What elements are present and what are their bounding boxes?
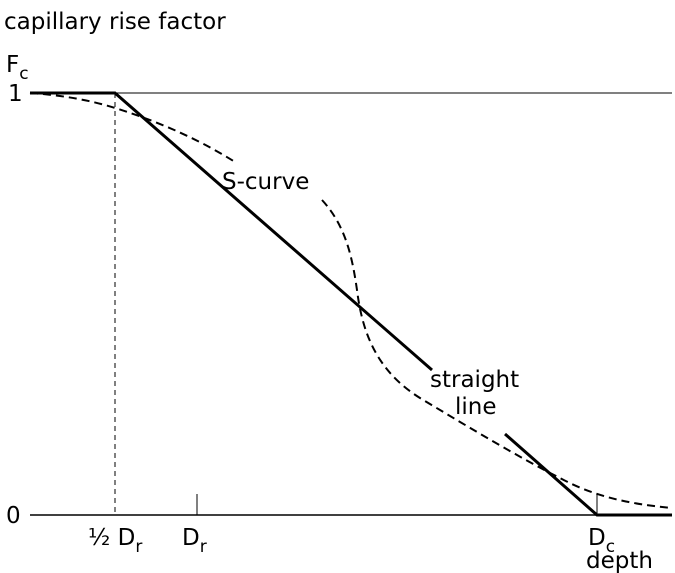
s-curve <box>29 92 673 509</box>
straight-line <box>30 91 672 517</box>
s-curve-label: S-curve <box>222 169 309 195</box>
critical-label: Dc <box>588 525 615 557</box>
line-label: line <box>455 394 497 420</box>
symbol: D <box>588 525 606 551</box>
subscript: c <box>606 537 615 557</box>
half-root-label: ½ Dr <box>88 525 142 557</box>
y-axis-symbol: Fc <box>6 52 29 84</box>
y-top-label: 1 <box>8 81 23 107</box>
symbol: F <box>6 52 19 78</box>
root-label: Dr <box>182 525 207 557</box>
symbol: D <box>182 525 200 551</box>
subscript: r <box>135 537 142 557</box>
prefix: ½ D <box>88 525 135 551</box>
x-axis-label: depth <box>586 548 653 573</box>
subscript: r <box>200 537 207 557</box>
title: capillary rise factor <box>4 9 226 35</box>
y-bottom-label: 0 <box>6 503 21 529</box>
subscript: c <box>19 64 28 84</box>
straight-label: straight <box>430 367 519 393</box>
